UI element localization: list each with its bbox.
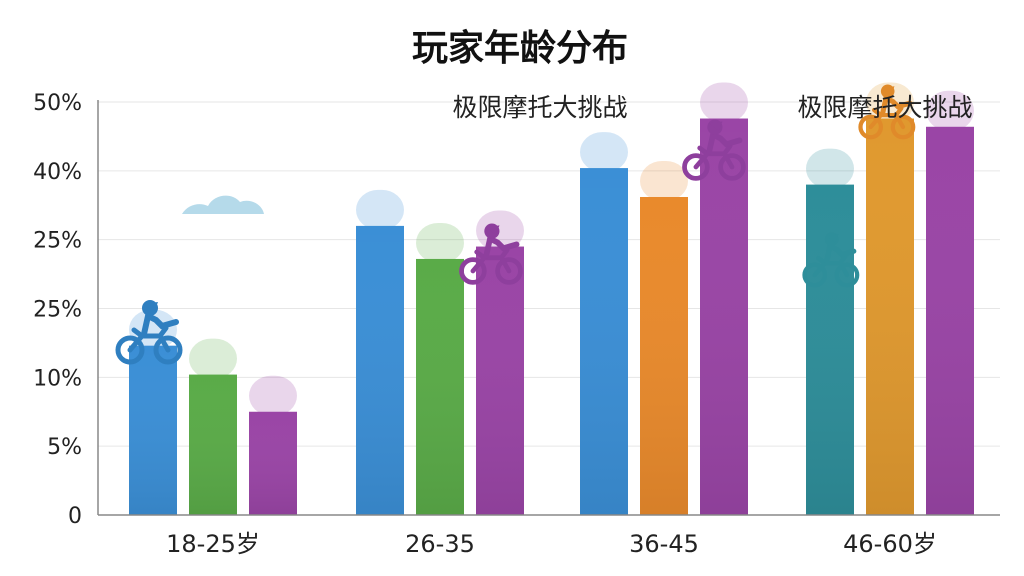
bar-halo: [416, 222, 464, 263]
bar-shade: [356, 225, 404, 515]
bar-halo: [806, 148, 854, 189]
bar-halo: [926, 90, 974, 131]
riders-layer: [115, 84, 916, 365]
bar-shade: [476, 246, 524, 516]
motocross-rider-icon: [802, 232, 860, 288]
annotation-2: 极限摩托大挑战: [797, 93, 972, 122]
bar-shade: [416, 258, 464, 515]
cloud-icon: [182, 195, 264, 214]
motocross-rider-icon: [115, 300, 183, 365]
y-tick-label: 50%: [33, 91, 82, 116]
motocross-rider-icon: [682, 119, 746, 181]
bar-halo: [580, 132, 628, 173]
bar-halo: [700, 82, 748, 123]
bar-shade: [640, 196, 688, 516]
chart-title: 玩家年龄分布: [412, 28, 628, 69]
bar-shade: [189, 374, 237, 515]
y-tick-label: 40%: [33, 160, 82, 185]
bar-shade: [580, 168, 628, 515]
bar-halo: [189, 338, 237, 379]
bar-halo: [356, 189, 404, 230]
y-tick-label: 5%: [47, 435, 82, 460]
y-tick-label: 0: [68, 504, 82, 529]
y-axis-ticks: 0 5% 10% 25% 25% 40% 50%: [33, 91, 82, 529]
y-tick-label: 10%: [33, 366, 82, 391]
bar-halo: [640, 160, 688, 201]
annotation-1: 极限摩托大挑战: [452, 93, 627, 122]
bar-halo: [249, 375, 297, 416]
bar-shade: [129, 345, 177, 515]
bar-shade: [249, 411, 297, 515]
motocross-rider-icon: [858, 84, 916, 140]
bar-shade: [926, 126, 974, 515]
x-category-label: 36-45: [629, 530, 699, 558]
bars-layer: [129, 82, 974, 516]
x-category-label: 18-25岁: [166, 530, 260, 558]
y-tick-label: 25%: [33, 229, 82, 254]
x-axis-labels: 18-25岁 26-35 36-45 46-60岁: [166, 530, 937, 558]
motocross-rider-icon: [459, 223, 523, 285]
x-category-label: 26-35: [405, 530, 475, 558]
bar-shade: [700, 118, 748, 516]
bar-shade: [866, 118, 914, 516]
x-category-label: 46-60岁: [843, 530, 937, 558]
y-tick-label: 25%: [33, 298, 82, 323]
